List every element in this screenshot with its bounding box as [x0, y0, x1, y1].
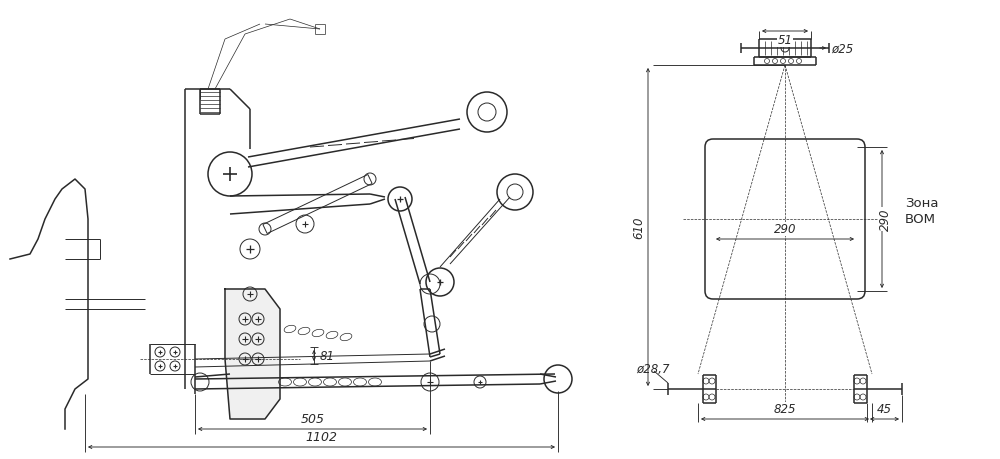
Text: 45: 45: [876, 403, 892, 415]
Text: 610: 610: [633, 216, 646, 239]
Text: 290: 290: [774, 223, 796, 236]
Polygon shape: [225, 289, 280, 419]
Text: ø28,7: ø28,7: [636, 363, 670, 375]
Text: 1102: 1102: [306, 431, 338, 443]
Text: 825: 825: [774, 403, 796, 415]
Text: 290: 290: [879, 208, 892, 231]
Text: Зона
ВОМ: Зона ВОМ: [905, 197, 938, 226]
Text: 505: 505: [301, 413, 325, 425]
Text: 81: 81: [320, 349, 335, 362]
Text: 51: 51: [778, 34, 792, 47]
Text: ø25: ø25: [831, 42, 853, 56]
